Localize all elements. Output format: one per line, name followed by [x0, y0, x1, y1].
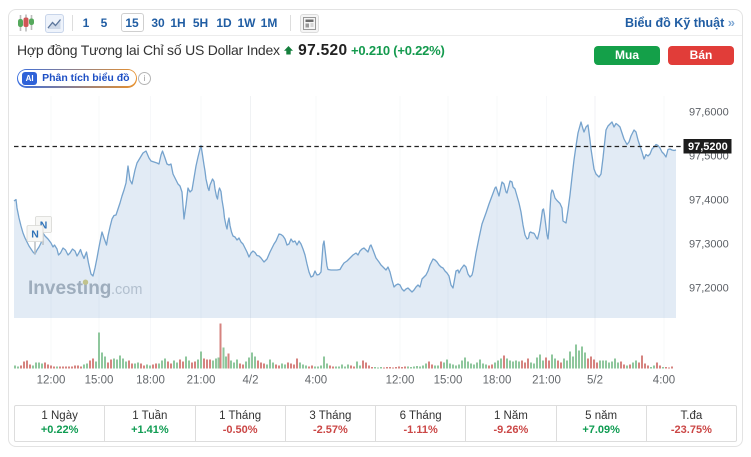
- svg-text:12:00: 12:00: [386, 375, 415, 387]
- svg-text:97,5200: 97,5200: [688, 141, 728, 153]
- svg-text:97,3000: 97,3000: [689, 238, 729, 250]
- svg-text:.com: .com: [111, 282, 142, 298]
- svg-text:12:00: 12:00: [37, 375, 66, 387]
- svg-text:5/2: 5/2: [587, 375, 603, 387]
- svg-text:97,4000: 97,4000: [689, 194, 729, 206]
- svg-text:21:00: 21:00: [187, 375, 216, 387]
- svg-text:4:00: 4:00: [653, 375, 675, 387]
- svg-text:4:00: 4:00: [305, 375, 327, 387]
- svg-text:15:00: 15:00: [434, 375, 463, 387]
- svg-text:N: N: [40, 220, 48, 232]
- svg-text:18:00: 18:00: [483, 375, 512, 387]
- svg-text:21:00: 21:00: [532, 375, 561, 387]
- svg-text:97,6000: 97,6000: [689, 106, 729, 118]
- svg-text:Investing: Investing: [28, 278, 111, 299]
- svg-text:97,2000: 97,2000: [689, 282, 729, 294]
- svg-text:4/2: 4/2: [243, 375, 259, 387]
- svg-text:18:00: 18:00: [136, 375, 165, 387]
- svg-text:N: N: [31, 229, 39, 241]
- svg-text:15:00: 15:00: [85, 375, 114, 387]
